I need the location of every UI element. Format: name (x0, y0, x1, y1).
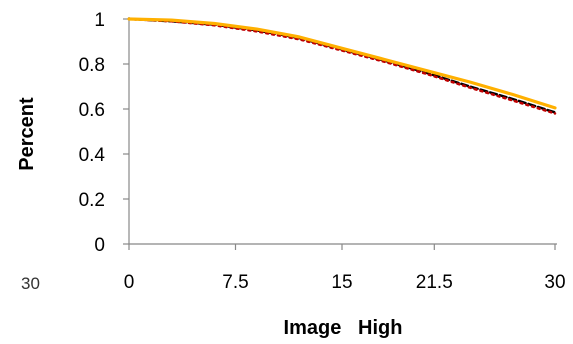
x-tick-label: 30 (544, 272, 565, 293)
y-tick-label: 0.2 (79, 190, 105, 211)
series-line-2 (127, 17, 557, 115)
corner-label: 30 (21, 274, 40, 293)
x-tick-labels: 0 7.5 15 21.5 30 (124, 272, 566, 293)
x-tick-label: 15 (331, 272, 352, 293)
y-tick-label: 0.4 (79, 145, 106, 166)
y-tick-label: 1 (94, 10, 105, 31)
y-axis-title: Percent (16, 97, 38, 171)
series-line-1 (127, 17, 557, 114)
y-tick-label: 0.6 (79, 100, 105, 121)
x-tick-label: 0 (124, 272, 135, 293)
axes (123, 17, 557, 250)
x-axis-title: Image High (284, 317, 403, 339)
y-tick-labels: 0 0.2 0.4 0.6 0.8 1 (79, 10, 106, 256)
x-tick-label: 7.5 (222, 272, 248, 293)
y-tick-label: 0.8 (79, 55, 105, 76)
x-tick-label: 21.5 (416, 272, 453, 293)
series-lines (127, 17, 557, 115)
y-tick-label: 0 (94, 235, 105, 256)
series-line-3 (127, 17, 557, 110)
